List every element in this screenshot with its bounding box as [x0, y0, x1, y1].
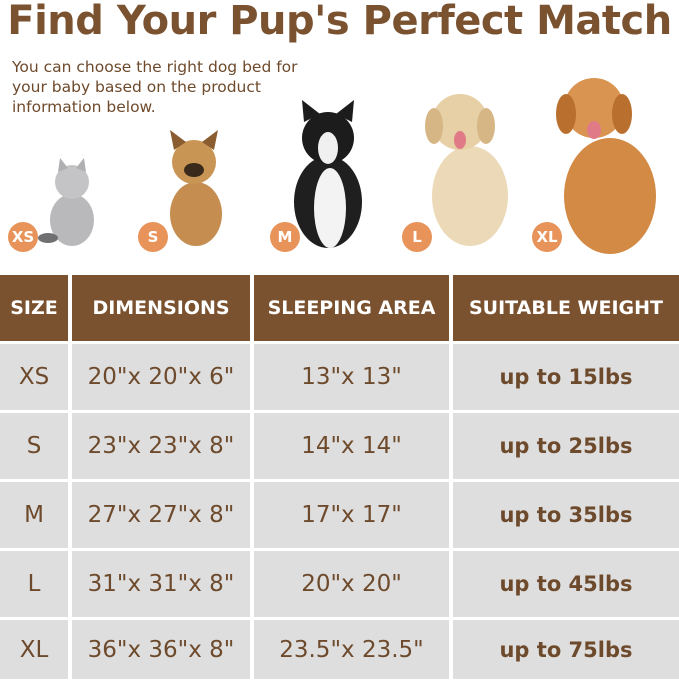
cell-dimensions: 31"x 31"x 8" [72, 551, 250, 617]
size-badge-l: L [402, 222, 432, 252]
cell-dimensions: 27"x 27"x 8" [72, 482, 250, 548]
cell-size: M [0, 482, 68, 548]
cell-weight: up to 15lbs [453, 344, 679, 410]
cell-dimensions: 20"x 20"x 6" [72, 344, 250, 410]
cell-size: XL [0, 620, 68, 679]
table-row: S 23"x 23"x 8" 14"x 14" up to 25lbs [0, 413, 679, 479]
subtitle: You can choose the right dog bed for you… [12, 58, 298, 116]
cell-dimensions: 36"x 36"x 8" [72, 620, 250, 679]
cell-sleeping-area: 20"x 20" [254, 551, 449, 617]
cell-sleeping-area: 14"x 14" [254, 413, 449, 479]
cell-weight: up to 25lbs [453, 413, 679, 479]
cell-size: L [0, 551, 68, 617]
border-collie-image [294, 100, 362, 248]
size-badge-xl: XL [532, 222, 562, 252]
cell-size: S [0, 413, 68, 479]
cell-dimensions: 23"x 23"x 8" [72, 413, 250, 479]
cell-size: XS [0, 344, 68, 410]
cell-sleeping-area: 17"x 17" [254, 482, 449, 548]
header-sleeping-area: SLEEPING AREA [254, 275, 449, 341]
table-row: XL 36"x 36"x 8" 23.5"x 23.5" up to 75lbs [0, 620, 679, 679]
header-size: SIZE [0, 275, 68, 341]
golden-retriever-large-image [556, 78, 656, 254]
page-title: Find Your Pup's Perfect Match [7, 0, 672, 44]
table-row: M 27"x 27"x 8" 17"x 17" up to 35lbs [0, 482, 679, 548]
size-chart-table: SIZE DIMENSIONS SLEEPING AREA SUITABLE W… [0, 272, 679, 682]
golden-retriever-image [425, 94, 508, 246]
cell-weight: up to 75lbs [453, 620, 679, 679]
cell-weight: up to 35lbs [453, 482, 679, 548]
table-row: L 31"x 31"x 8" 20"x 20" up to 45lbs [0, 551, 679, 617]
cell-sleeping-area: 13"x 13" [254, 344, 449, 410]
cell-sleeping-area: 23.5"x 23.5" [254, 620, 449, 679]
size-badge-s: S [138, 222, 168, 252]
table-row: XS 20"x 20"x 6" 13"x 13" up to 15lbs [0, 344, 679, 410]
cell-weight: up to 45lbs [453, 551, 679, 617]
table-header-row: SIZE DIMENSIONS SLEEPING AREA SUITABLE W… [0, 275, 679, 341]
size-badge-m: M [270, 222, 300, 252]
french-bulldog-image [170, 130, 222, 246]
size-badge-xs: XS [8, 222, 38, 252]
header-dimensions: DIMENSIONS [72, 275, 250, 341]
header-suitable-weight: SUITABLE WEIGHT [453, 275, 679, 341]
cat-image [38, 158, 94, 246]
